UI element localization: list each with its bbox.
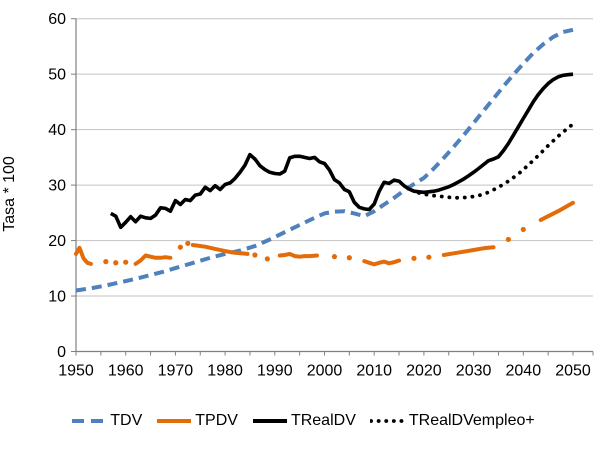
y-tick-label: 40 (48, 122, 66, 139)
series-line-tpdv (441, 245, 496, 257)
y-axis-title: Tasa * 100 (1, 156, 18, 232)
x-tick-label: 2040 (506, 363, 542, 380)
x-tick-label: 2020 (406, 363, 442, 380)
series-line-tpdv (190, 243, 250, 256)
series-marker-tpdv (177, 244, 183, 250)
legend-item-trealdvempleo-: TRealDVempleo+ (369, 412, 535, 430)
x-tick-label: 2050 (555, 363, 591, 380)
x-tick-label: 2030 (456, 363, 492, 380)
legend-line-sample-tpdv (157, 419, 192, 423)
legend-line-sample-trealdvempleo- (369, 419, 406, 423)
legend-line-sample-tdv (72, 419, 107, 423)
series-marker-tpdv (103, 259, 109, 265)
legend-label-tdv: TDV (110, 412, 143, 429)
series-marker-tpdv (505, 236, 511, 243)
y-tick-label: 10 (48, 289, 66, 306)
series-line-tpdv (74, 245, 93, 266)
x-tick-label: 1950 (58, 363, 94, 380)
x-tick-label: 2010 (356, 363, 392, 380)
y-tick-label: 20 (48, 233, 66, 250)
series-line-tdv (75, 27, 574, 293)
chart-legend: TDV TPDV TRealDV TRealDVempleo+ (0, 401, 606, 441)
series-marker-tpdv (331, 254, 338, 260)
legend-line-sample-trealdv (252, 419, 287, 423)
legend-item-tpdv: TPDV (156, 412, 238, 430)
y-tick-label: 60 (48, 11, 66, 28)
y-tick-label: 30 (48, 178, 66, 195)
series-marker-tpdv (113, 260, 119, 266)
series-marker-tpdv (346, 255, 352, 261)
series-marker-tpdv (252, 252, 258, 258)
series-marker-tpdv (426, 254, 432, 260)
legend-label-trealdv: TRealDV (290, 412, 356, 429)
series-line-trealdv (109, 72, 574, 230)
series-marker-tpdv (264, 256, 270, 262)
series-marker-tpdv (520, 226, 526, 233)
x-tick-label: 1990 (257, 363, 293, 380)
series-line-trealdvempleo- (417, 122, 575, 200)
x-tick-label: 2000 (307, 363, 343, 380)
legend-label-tpdv: TPDV (195, 412, 238, 429)
y-tick-label: 0 (57, 344, 66, 361)
series-line-tpdv (362, 258, 402, 267)
x-tick-label: 1970 (158, 363, 194, 380)
series-line-tpdv (277, 251, 319, 259)
series-line-tpdv (538, 200, 575, 222)
series-marker-tpdv (185, 240, 191, 246)
x-tick-label: 1980 (207, 363, 243, 380)
legend-item-tdv: TDV (71, 412, 142, 430)
legend-item-trealdv: TRealDV (252, 412, 356, 430)
y-tick-label: 50 (48, 67, 66, 84)
x-tick-label: 1960 (108, 363, 144, 380)
series-marker-tpdv (123, 259, 129, 265)
series-line-tpdv (133, 253, 173, 266)
legend-label-trealdvempleo-: TRealDVempleo+ (408, 412, 535, 429)
series-marker-tpdv (411, 255, 417, 261)
